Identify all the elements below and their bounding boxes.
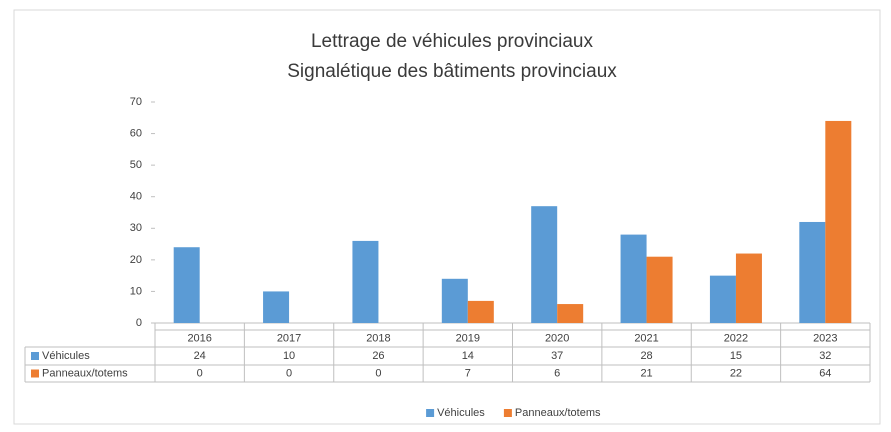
legend-key (426, 409, 435, 417)
table-value: 21 (640, 367, 652, 379)
x-tick-label: 2016 (187, 332, 211, 344)
table-value: 14 (462, 350, 474, 362)
table-value: 7 (465, 367, 471, 379)
table-row-label: Panneaux/totems (42, 367, 128, 379)
table-value: 26 (372, 350, 384, 362)
table-value: 0 (286, 367, 292, 379)
table-value: 32 (819, 350, 831, 362)
x-tick-label: 2023 (813, 332, 837, 344)
table-value: 24 (194, 350, 206, 362)
table-legend-key (31, 352, 39, 360)
legend-key (503, 409, 512, 417)
chart-title: Lettrage de véhicules provinciaux (311, 31, 594, 52)
y-tick-label: 10 (130, 285, 142, 297)
bar (263, 291, 290, 323)
y-tick-label: 40 (130, 191, 142, 203)
x-tick-label: 2020 (545, 332, 569, 344)
legend-label: Véhicules (437, 407, 485, 419)
bar (620, 234, 647, 323)
table-value: 0 (375, 367, 381, 379)
bar (467, 300, 494, 323)
y-tick-label: 60 (130, 127, 142, 139)
y-tick-label: 70 (130, 96, 142, 108)
x-tick-label: 2018 (366, 332, 390, 344)
bar (646, 256, 673, 323)
chart-border (13, 9, 881, 425)
y-tick-label: 20 (130, 254, 142, 266)
x-tick-label: 2019 (456, 332, 480, 344)
bar (799, 221, 826, 323)
table-value: 28 (640, 350, 652, 362)
table-value: 22 (730, 367, 742, 379)
table-value: 6 (554, 367, 560, 379)
chart-title: Signalétique des bâtiments provinciaux (287, 61, 617, 82)
bar (557, 304, 584, 323)
table-value: 0 (197, 367, 203, 379)
bar (173, 247, 200, 323)
bar (352, 240, 379, 323)
bar (441, 278, 468, 323)
legend-label: Panneaux/totems (515, 407, 601, 419)
table-value: 10 (283, 350, 295, 362)
table-value: 64 (819, 367, 831, 379)
y-tick-label: 50 (130, 159, 142, 171)
x-tick-label: 2022 (724, 332, 748, 344)
x-tick-label: 2021 (634, 332, 658, 344)
bar (825, 120, 852, 323)
bar (735, 253, 762, 323)
y-tick-label: 0 (136, 317, 142, 329)
table-value: 37 (551, 350, 563, 362)
bar (531, 206, 558, 323)
x-tick-label: 2017 (277, 332, 301, 344)
table-value: 15 (730, 350, 742, 362)
table-legend-key (31, 369, 39, 378)
table-row-label: Véhicules (42, 350, 90, 362)
bar (709, 275, 736, 323)
y-tick-label: 30 (130, 222, 142, 234)
